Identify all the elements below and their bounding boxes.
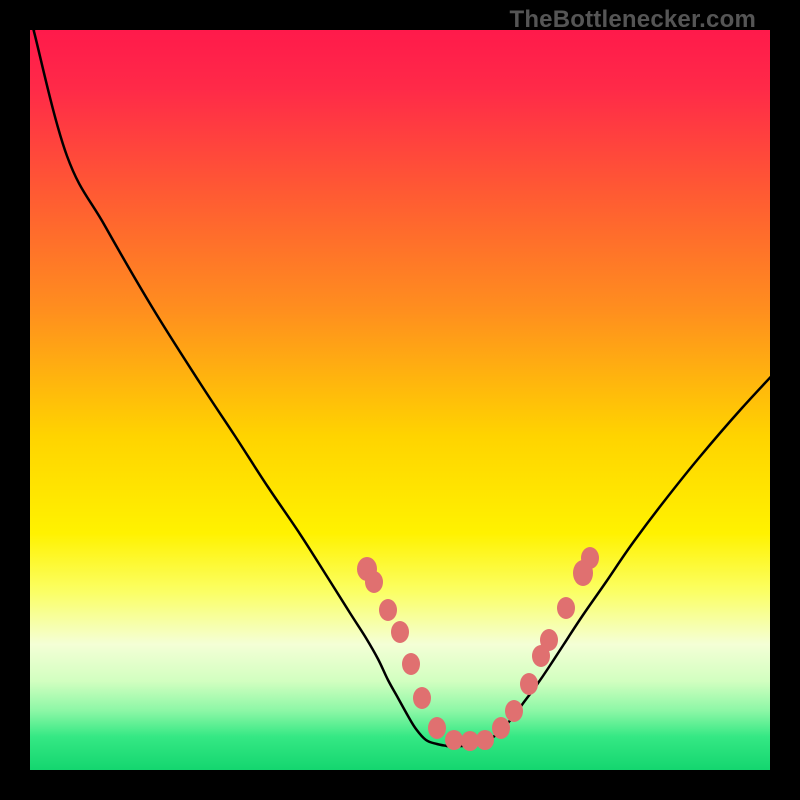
bead-12 bbox=[520, 673, 538, 695]
bead-9 bbox=[476, 730, 494, 750]
bead-15 bbox=[557, 597, 575, 619]
bead-5 bbox=[413, 687, 431, 709]
bead-4 bbox=[402, 653, 420, 675]
curve-left-branch bbox=[31, 21, 447, 746]
bead-7 bbox=[445, 730, 463, 750]
curve-right-branch bbox=[447, 344, 800, 746]
bead-6 bbox=[428, 717, 446, 739]
bead-17 bbox=[581, 547, 599, 569]
bead-11 bbox=[505, 700, 523, 722]
bead-10 bbox=[492, 717, 510, 739]
bead-3 bbox=[391, 621, 409, 643]
chart-root: TheBottlenecker.com bbox=[0, 0, 800, 800]
bead-2 bbox=[379, 599, 397, 621]
watermark-text: TheBottlenecker.com bbox=[509, 6, 756, 34]
bead-1 bbox=[365, 571, 383, 593]
curve-overlay bbox=[0, 0, 800, 800]
bead-14 bbox=[540, 629, 558, 651]
